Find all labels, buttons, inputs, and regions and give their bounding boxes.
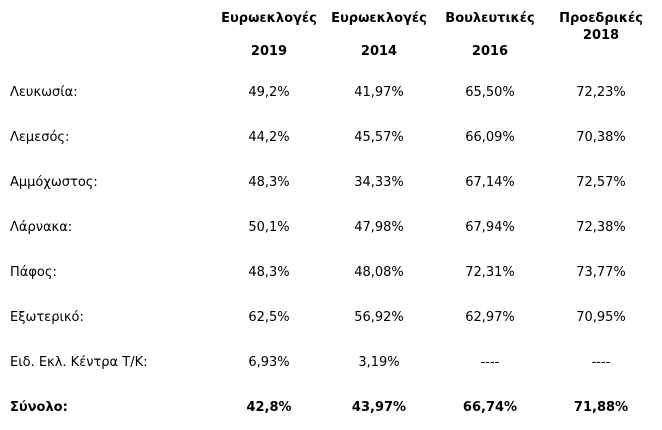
row-label: Λάρνακα:: [10, 220, 73, 235]
row-label: Πάφος:: [10, 265, 57, 280]
table-row: Λάρνακα: 50,1% 47,98% 67,94% 72,38%: [4, 205, 656, 250]
cell-value: 47,98%: [354, 220, 404, 235]
table-row: Λευκωσία: 49,2% 41,97% 65,50% 72,23%: [4, 70, 656, 115]
cell-value: 45,57%: [354, 130, 404, 145]
column-header-presidential-2018: Προεδρικές 2018: [546, 10, 656, 70]
cell-value: 67,14%: [465, 175, 515, 190]
total-value: 42,8%: [246, 400, 292, 415]
total-value: 66,74%: [462, 400, 518, 415]
total-value: 43,97%: [351, 400, 407, 415]
cell-value: 48,3%: [248, 175, 290, 190]
table-row: Ειδ. Εκλ. Κέντρα Τ/Κ: 6,93% 3,19% ---- -…: [4, 340, 656, 385]
cell-value: ----: [591, 355, 611, 370]
table-header: Ευρωεκλογές 2019 Ευρωεκλογές 2014 Βουλευ…: [4, 10, 656, 70]
cell-value: 67,94%: [465, 220, 515, 235]
column-header-year: 2018: [582, 28, 620, 43]
column-header-euro-2019: Ευρωεκλογές 2019: [214, 10, 324, 70]
row-label: Ειδ. Εκλ. Κέντρα Τ/Κ:: [10, 355, 148, 370]
turnout-table: Ευρωεκλογές 2019 Ευρωεκλογές 2014 Βουλευ…: [4, 10, 656, 430]
cell-value: 72,23%: [576, 85, 626, 100]
cell-value: 56,92%: [354, 310, 404, 325]
table-row: Εξωτερικό: 62,5% 56,92% 62,97% 70,95%: [4, 295, 656, 340]
column-header-euro-2014: Ευρωεκλογές 2014: [324, 10, 434, 70]
cell-value: 73,77%: [576, 265, 626, 280]
cell-value: 62,5%: [248, 310, 290, 325]
column-header-title: Ευρωεκλογές: [221, 11, 317, 26]
column-header-title: Βουλευτικές: [445, 11, 535, 26]
cell-value: 70,38%: [576, 130, 626, 145]
cell-value: 3,19%: [358, 355, 400, 370]
cell-value: 44,2%: [248, 130, 290, 145]
cell-value: 49,2%: [248, 85, 290, 100]
column-header-title: Ευρωεκλογές: [331, 11, 427, 26]
cell-value: 62,97%: [465, 310, 515, 325]
cell-value: 72,31%: [465, 265, 515, 280]
total-label: Σύνολο:: [10, 400, 68, 415]
total-row: Σύνολο: 42,8% 43,97% 66,74% 71,88%: [4, 385, 656, 430]
table-row: Λεμεσός: 44,2% 45,57% 66,09% 70,38%: [4, 115, 656, 160]
cell-value: 70,95%: [576, 310, 626, 325]
cell-value: 34,33%: [354, 175, 404, 190]
header-row: Ευρωεκλογές 2019 Ευρωεκλογές 2014 Βουλευ…: [4, 10, 656, 70]
table-row: Πάφος: 48,3% 48,08% 72,31% 73,77%: [4, 250, 656, 295]
column-header-year: 2014: [360, 44, 398, 59]
total-value: 71,88%: [573, 400, 629, 415]
row-label: Εξωτερικό:: [10, 310, 84, 325]
table-row: Αμμόχωστος: 48,3% 34,33% 67,14% 72,57%: [4, 160, 656, 205]
table-body: Λευκωσία: 49,2% 41,97% 65,50% 72,23% Λεμ…: [4, 70, 656, 430]
cell-value: 72,57%: [576, 175, 626, 190]
column-header-parliamentary-2016: Βουλευτικές 2016: [434, 10, 546, 70]
cell-value: 72,38%: [576, 220, 626, 235]
cell-value: 50,1%: [248, 220, 290, 235]
header-corner: [4, 10, 214, 70]
cell-value: 48,3%: [248, 265, 290, 280]
cell-value: 41,97%: [354, 85, 404, 100]
cell-value: ----: [480, 355, 500, 370]
column-header-year: 2019: [250, 44, 288, 59]
column-header-year: 2016: [471, 44, 509, 59]
row-label: Λεμεσός:: [10, 130, 70, 145]
row-label: Λευκωσία:: [10, 85, 78, 100]
column-header-title: Προεδρικές: [559, 11, 643, 26]
cell-value: 48,08%: [354, 265, 404, 280]
cell-value: 66,09%: [465, 130, 515, 145]
cell-value: 65,50%: [465, 85, 515, 100]
cell-value: 6,93%: [248, 355, 290, 370]
row-label: Αμμόχωστος:: [10, 175, 98, 190]
